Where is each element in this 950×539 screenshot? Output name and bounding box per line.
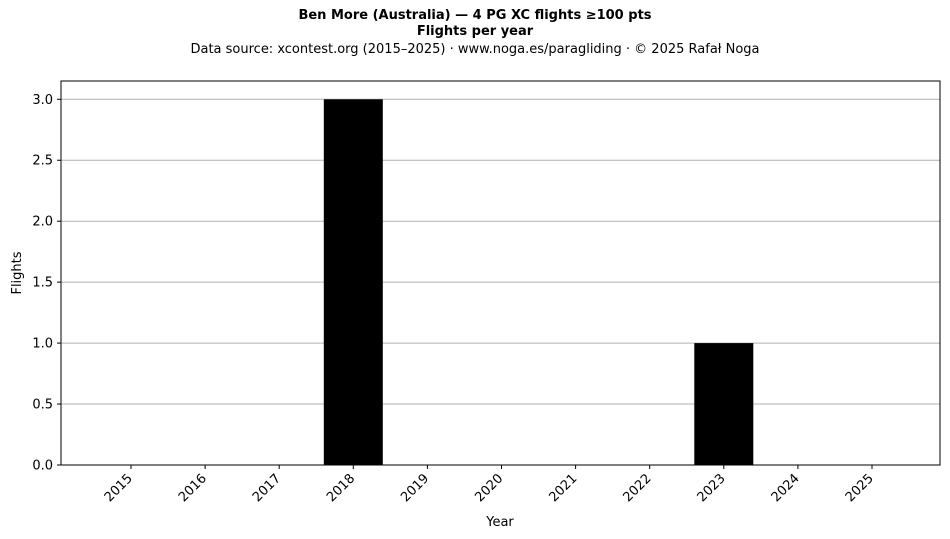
chart-title: Ben More (Australia) — 4 PG XC flights ≥… <box>298 8 652 23</box>
x-tick-label: 2017 <box>250 471 284 505</box>
x-tick-label: 2024 <box>769 471 803 505</box>
chart-source: Data source: xcontest.org (2015–2025) · … <box>190 42 760 57</box>
x-tick-label: 2025 <box>843 471 877 505</box>
x-tick-label: 2022 <box>621 471 655 505</box>
x-tick-label: 2016 <box>176 471 210 505</box>
x-tick-label: 2015 <box>102 471 136 505</box>
x-tick-label: 2021 <box>546 471 580 505</box>
gridlines <box>61 98 940 466</box>
x-tick-label: 2023 <box>695 471 729 505</box>
y-tick-label: 0.0 <box>32 459 53 474</box>
y-tick-label: 0.5 <box>32 398 53 413</box>
x-axis: 2015 2016 2017 2018 2019 2020 2021 2022 2023 2024… <box>102 465 877 505</box>
y-tick-label: 2.5 <box>32 154 53 169</box>
y-tick-label: 2.0 <box>32 215 53 230</box>
x-axis-label: Year <box>485 515 514 530</box>
chart-subtitle: Flights per year <box>416 24 534 39</box>
plot-frame <box>60 80 941 466</box>
bar-2018 <box>323 99 383 466</box>
bar-2023 <box>694 343 754 465</box>
bars <box>323 99 754 466</box>
x-tick-label: 2018 <box>324 471 358 505</box>
y-axis: 0.0 0.5 1.0 1.5 2.0 2.5 3.0 <box>32 93 61 474</box>
y-axis-label: Flights <box>10 251 25 294</box>
y-tick-label: 1.0 <box>32 337 53 352</box>
y-tick-label: 3.0 <box>32 93 53 108</box>
y-tick-label: 1.5 <box>32 276 53 291</box>
x-tick-label: 2019 <box>398 471 432 505</box>
x-tick-label: 2020 <box>472 471 506 505</box>
chart-title-block: Ben More (Australia) — 4 PG XC flights ≥… <box>0 8 950 59</box>
